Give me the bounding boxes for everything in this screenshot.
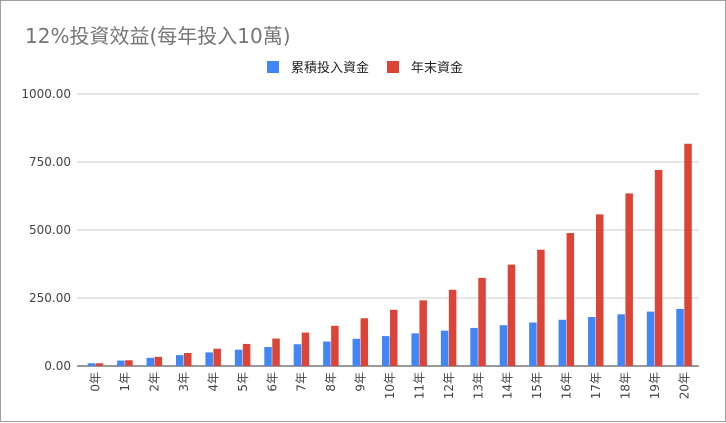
bar-invested-19 xyxy=(646,311,655,366)
bar-invested-4 xyxy=(205,352,213,366)
x-tick-label: 12年 xyxy=(442,372,456,399)
bar-invested-0 xyxy=(87,363,96,366)
x-tick-label: 3年 xyxy=(177,372,191,392)
bar-year-end-4 xyxy=(213,348,221,366)
x-tick-label: 9年 xyxy=(354,372,368,392)
x-axis-labels: 0年 1年 2年 3年 4年 5年 6年 7年 8年 9年 10年 11年 12年 13年 14年 15年 16… xyxy=(89,372,692,399)
legend-label: 累積投入資金 xyxy=(291,60,369,76)
x-tick-label: 0年 xyxy=(89,372,103,392)
bars xyxy=(87,143,692,366)
bar-invested-7 xyxy=(293,344,302,366)
bar-invested-15 xyxy=(529,322,537,366)
y-tick-label: 1000.00 xyxy=(21,87,71,101)
bar-year-end-11 xyxy=(419,300,427,366)
y-tick-label: 500.00 xyxy=(29,223,71,237)
x-tick-label: 7年 xyxy=(295,372,309,392)
x-tick-label: 2年 xyxy=(148,372,162,392)
bar-invested-10 xyxy=(382,336,390,366)
x-tick-label: 1年 xyxy=(118,372,132,392)
bar-invested-5 xyxy=(234,349,243,366)
bar-invested-2 xyxy=(146,357,155,366)
bar-invested-13 xyxy=(470,327,478,366)
bar-invested-17 xyxy=(588,317,596,366)
legend-swatch xyxy=(387,61,399,73)
bar-year-end-1 xyxy=(125,360,133,366)
x-tick-label: 17年 xyxy=(589,372,603,399)
bar-invested-16 xyxy=(558,319,567,366)
bar-year-end-15 xyxy=(537,249,545,366)
bar-year-end-3 xyxy=(184,353,192,366)
bar-invested-9 xyxy=(352,338,361,366)
x-tick-label: 6年 xyxy=(265,372,279,392)
bar-invested-1 xyxy=(117,360,125,366)
bar-year-end-8 xyxy=(331,325,339,366)
legend: 累積投入資金 年末資金 xyxy=(267,60,463,76)
bar-year-end-6 xyxy=(272,338,280,366)
x-tick-label: 15年 xyxy=(530,372,544,399)
bar-year-end-20 xyxy=(684,143,692,366)
x-tick-label: 19年 xyxy=(648,372,662,399)
x-tick-label: 8年 xyxy=(324,372,338,392)
bar-year-end-9 xyxy=(360,318,369,366)
bar-year-end-7 xyxy=(301,332,310,366)
bar-year-end-18 xyxy=(625,193,633,366)
bar-invested-20 xyxy=(676,308,684,366)
bar-invested-18 xyxy=(617,314,625,366)
bar-invested-14 xyxy=(499,325,508,366)
bar-year-end-10 xyxy=(390,309,398,366)
x-tick-label: 14年 xyxy=(501,372,515,399)
bar-year-end-14 xyxy=(507,264,516,366)
y-tick-label: 750.00 xyxy=(29,155,71,169)
legend-swatch xyxy=(267,61,279,73)
bar-year-end-13 xyxy=(478,277,486,366)
bar-year-end-0 xyxy=(95,363,104,366)
x-tick-label: 13年 xyxy=(471,372,485,399)
bar-invested-3 xyxy=(176,355,184,366)
x-tick-label: 10年 xyxy=(383,372,397,399)
x-tick-label: 5年 xyxy=(236,372,250,392)
bar-invested-11 xyxy=(411,333,419,366)
y-tick-label: 0.00 xyxy=(44,359,71,373)
x-tick-label: 18年 xyxy=(618,372,632,399)
bar-invested-8 xyxy=(323,341,331,366)
bar-year-end-16 xyxy=(566,233,575,366)
y-tick-label: 250.00 xyxy=(29,291,71,305)
x-tick-label: 4年 xyxy=(206,372,220,392)
bar-year-end-19 xyxy=(654,170,663,366)
bar-year-end-12 xyxy=(448,289,457,366)
legend-label: 年末資金 xyxy=(411,60,463,76)
bar-year-end-17 xyxy=(596,214,604,366)
bar-invested-12 xyxy=(440,330,449,366)
x-tick-label: 16年 xyxy=(560,372,574,399)
chart-title: 12%投資效益(每年投入10萬) xyxy=(25,24,291,48)
x-tick-label: 11年 xyxy=(412,372,426,399)
x-tick-label: 20年 xyxy=(677,372,691,399)
bar-year-end-5 xyxy=(242,343,251,366)
bar-year-end-2 xyxy=(154,356,163,366)
gridlines: 0.00 250.00 500.00 750.00 1000.00 xyxy=(21,87,699,373)
bar-invested-6 xyxy=(264,346,272,366)
